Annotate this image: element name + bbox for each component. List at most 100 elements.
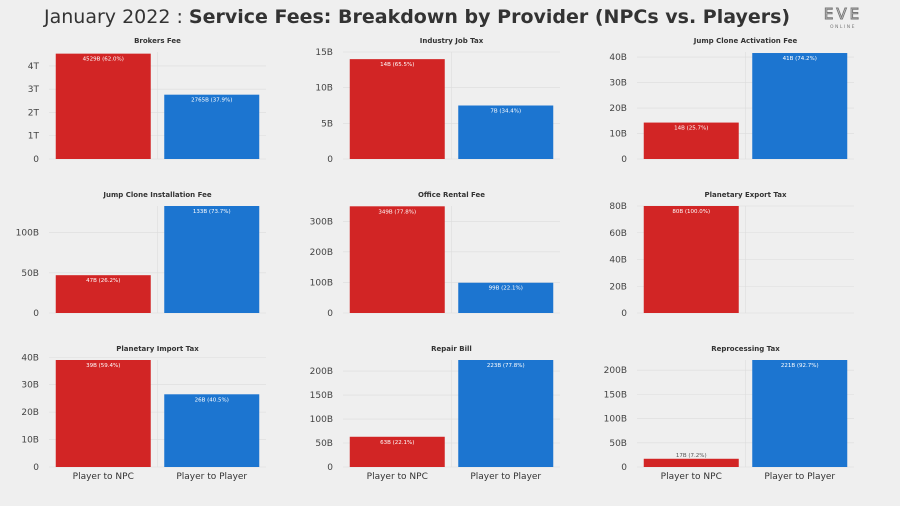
- bar-player-to-player: [164, 394, 260, 467]
- bar-player-to-player: [458, 360, 554, 467]
- y-tick-label: 20B: [21, 408, 39, 418]
- data-label: 2765B (37.9%): [191, 98, 232, 104]
- bar-player-to-npc: [55, 360, 151, 467]
- x-category-label: Player to Player: [470, 472, 541, 482]
- y-tick-label: 30B: [21, 381, 39, 391]
- bar-chart-panel: Planetary Export Tax 0 20B 40B 60B 80B 80B (10…: [609, 191, 854, 319]
- bar-chart-panel: Reprocessing Tax 0 50B 100B 150B 200B 17B (7.2…: [604, 345, 854, 482]
- bar-player-to-player: [752, 53, 848, 160]
- chart-title: Office Rental Fee: [418, 191, 485, 199]
- data-label: 63B (22.1%): [380, 440, 414, 446]
- y-tick-label: 4T: [28, 62, 40, 72]
- data-label: 7B (34.4%): [490, 109, 521, 115]
- bar-player-to-player: [164, 206, 260, 313]
- y-tick-label: 10B: [609, 130, 627, 140]
- data-label: 4529B (62.0%): [83, 57, 124, 63]
- bar-player-to-npc: [55, 53, 151, 159]
- bar-chart-panel: Brokers Fee 0 1T 2T 3T 4T 4529B (62.0%) 2765B (…: [28, 37, 266, 165]
- y-tick-label: 40B: [609, 256, 627, 266]
- x-category-label: Player to Player: [176, 472, 247, 482]
- chart-title: Planetary Export Tax: [705, 191, 787, 199]
- y-tick-label: 0: [327, 309, 333, 319]
- y-tick-label: 150B: [604, 390, 627, 400]
- bar-player-to-npc: [349, 436, 445, 467]
- chart-title: Planetary Import Tax: [116, 345, 199, 353]
- chart-title: Industry Job Tax: [420, 37, 484, 45]
- page-title-main: Service Fees: Breakdown by Provider (NPC…: [188, 6, 791, 28]
- y-tick-label: 100B: [310, 278, 333, 288]
- logo-word: EVE: [824, 5, 862, 23]
- data-label: 17B (7.2%): [676, 453, 707, 459]
- y-tick-label: 10B: [315, 84, 333, 94]
- y-tick-label: 20B: [609, 104, 627, 114]
- bar-chart-panel: Office Rental Fee 0 100B 200B 300B 349B (77.8…: [310, 191, 560, 319]
- y-tick-label: 150B: [310, 391, 333, 401]
- bar-player-to-npc: [349, 206, 445, 313]
- x-category-label: Player to NPC: [73, 472, 134, 482]
- bar-player-to-npc: [349, 59, 445, 159]
- bar-player-to-player: [458, 105, 554, 159]
- y-tick-label: 200B: [310, 367, 333, 377]
- data-label: 223B (77.8%): [487, 363, 525, 369]
- data-label: 26B (40.5%): [195, 397, 229, 403]
- chart-title: Jump Clone Activation Fee: [693, 37, 798, 45]
- page-title-date: January 2022 :: [44, 6, 189, 28]
- bar-player-to-player: [164, 94, 260, 159]
- y-tick-label: 200B: [604, 366, 627, 376]
- chart-title: Jump Clone Installation Fee: [102, 191, 211, 199]
- y-tick-label: 1T: [28, 132, 40, 142]
- bar-chart-panel: Industry Job Tax 0 5B 10B 15B 14B (65.5%) 7B (…: [315, 37, 560, 165]
- y-tick-label: 0: [621, 309, 627, 319]
- y-tick-label: 100B: [16, 229, 39, 239]
- data-label: 14B (65.5%): [380, 62, 414, 68]
- y-tick-label: 50B: [315, 439, 333, 449]
- data-label: 80B (100.0%): [672, 209, 710, 215]
- y-tick-label: 10B: [21, 436, 39, 446]
- chart-title: Reprocessing Tax: [711, 345, 780, 353]
- bar-player-to-player: [752, 360, 848, 467]
- bar-player-to-npc: [643, 122, 739, 159]
- bar-player-to-npc: [643, 206, 739, 313]
- eve-online-logo: EVE ONLINE: [814, 3, 872, 31]
- y-tick-label: 0: [621, 463, 627, 473]
- y-tick-label: 50B: [609, 439, 627, 449]
- bar-chart-panel: Repair Bill 0 50B 100B 150B 200B 63B (22.1%) Pl…: [310, 345, 560, 482]
- y-tick-label: 40B: [21, 353, 39, 363]
- bar-chart-panel: Jump Clone Installation Fee 0 50B 100B 47B (…: [16, 191, 266, 319]
- logo-sub: ONLINE: [830, 24, 856, 30]
- data-label: 349B (77.8%): [378, 209, 416, 215]
- bar-chart-panel: Planetary Import Tax 0 10B 20B 30B 40B 39B (59…: [21, 345, 266, 482]
- y-tick-label: 300B: [310, 217, 333, 227]
- x-category-label: Player to NPC: [661, 472, 722, 482]
- y-tick-label: 0: [33, 155, 39, 165]
- y-tick-label: 30B: [609, 79, 627, 89]
- y-tick-label: 20B: [609, 282, 627, 292]
- y-tick-label: 50B: [21, 269, 39, 279]
- y-tick-label: 3T: [28, 85, 40, 95]
- y-tick-label: 5B: [321, 119, 333, 129]
- y-tick-label: 0: [33, 309, 39, 319]
- data-label: 133B (73.7%): [193, 209, 231, 215]
- x-category-label: Player to Player: [764, 472, 835, 482]
- x-category-label: Player to NPC: [367, 472, 428, 482]
- y-tick-label: 100B: [604, 415, 627, 425]
- data-label: 99B (22.1%): [489, 286, 523, 292]
- page-title: January 2022 : Service Fees: Breakdown b…: [44, 6, 790, 28]
- y-tick-label: 80B: [609, 202, 627, 212]
- bar-player-to-player: [458, 282, 554, 313]
- y-tick-label: 0: [621, 155, 627, 165]
- y-tick-label: 60B: [609, 229, 627, 239]
- data-label: 41B (74.2%): [783, 56, 817, 62]
- y-tick-label: 0: [33, 463, 39, 473]
- data-label: 47B (26.2%): [86, 278, 120, 284]
- y-tick-label: 15B: [315, 48, 333, 58]
- data-label: 221B (92.7%): [781, 363, 819, 369]
- y-tick-label: 40B: [609, 53, 627, 63]
- bar-player-to-npc: [643, 458, 739, 467]
- y-tick-label: 100B: [310, 415, 333, 425]
- chart-title: Repair Bill: [431, 345, 472, 353]
- y-tick-label: 0: [327, 463, 333, 473]
- bar-player-to-npc: [55, 275, 151, 313]
- data-label: 39B (59.4%): [86, 363, 120, 369]
- data-label: 14B (25.7%): [674, 126, 708, 132]
